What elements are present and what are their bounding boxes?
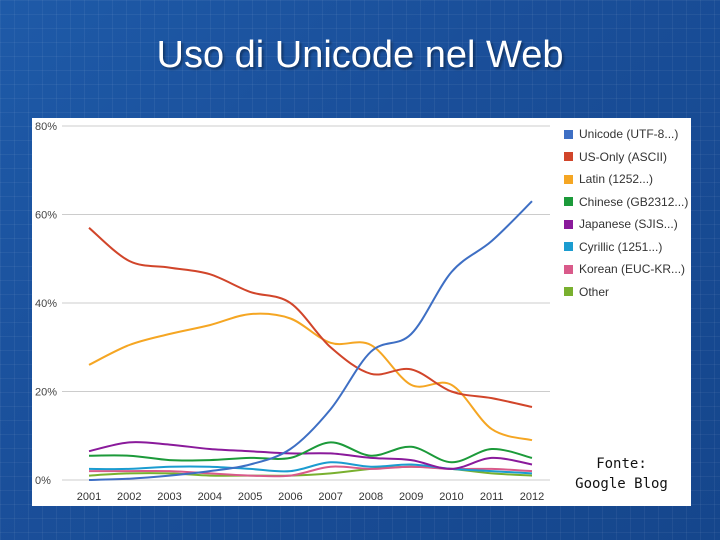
- y-tick-label: 80%: [35, 121, 57, 133]
- x-tick-label: 2002: [117, 491, 141, 503]
- legend-item: Japanese (SJIS...): [564, 213, 689, 236]
- series-line: [88, 200, 533, 481]
- legend-label: Other: [579, 284, 610, 299]
- legend-label: Korean (EUC-KR...): [579, 262, 686, 277]
- series-line: [88, 227, 533, 408]
- source-name: Google Blog: [575, 476, 668, 492]
- legend-swatch: [564, 287, 573, 297]
- line-chart: 0%20%40%60%80% 2001 2002 2003 2004 2005 2006 2…: [35, 121, 550, 503]
- x-tick-label: 2004: [198, 491, 222, 503]
- legend-swatch: [564, 174, 573, 184]
- y-tick-label: 20%: [35, 387, 57, 399]
- legend-item: Other: [564, 281, 689, 304]
- x-tick-label: 2007: [318, 491, 342, 503]
- y-tick-label: 60%: [35, 210, 57, 222]
- series-line: [88, 312, 533, 442]
- x-tick-label: 2001: [77, 491, 101, 503]
- legend-swatch: [564, 197, 573, 207]
- legend-item: US-Only (ASCII): [564, 146, 689, 169]
- legend-label: Latin (1252...): [579, 172, 654, 187]
- source-note: Fonte: Google Blog: [559, 454, 684, 494]
- y-tick-label: 40%: [35, 298, 57, 310]
- x-tick-label: 2009: [399, 491, 423, 503]
- legend-label: Unicode (UTF-8...): [579, 127, 679, 142]
- series-line: [88, 441, 533, 470]
- legend-item: Cyrillic (1251...): [564, 236, 689, 259]
- legend-swatch: [564, 219, 573, 229]
- x-tick-label: 2010: [439, 491, 463, 503]
- legend-swatch: [564, 152, 573, 162]
- legend-label: Cyrillic (1251...): [579, 239, 663, 254]
- x-tick-label: 2011: [480, 491, 504, 503]
- legend-swatch: [564, 264, 573, 274]
- x-tick-label: 2012: [520, 491, 544, 503]
- x-tick-label: 2008: [359, 491, 383, 503]
- legend-label: Chinese (GB2312...): [579, 194, 689, 209]
- x-tick-label: 2003: [157, 491, 181, 503]
- source-label: Fonte:: [596, 456, 647, 472]
- series-line: [88, 441, 533, 464]
- legend-item: Korean (EUC-KR...): [564, 258, 689, 281]
- grid-lines: [62, 125, 550, 481]
- y-tick-label: 0%: [35, 475, 51, 487]
- legend-item: Latin (1252...): [564, 168, 689, 191]
- slide-title: Uso di Unicode nel Web: [156, 34, 564, 76]
- chart-legend: Unicode (UTF-8...) US-Only (ASCII) Latin (…: [564, 123, 689, 303]
- legend-item: Unicode (UTF-8...): [564, 123, 689, 146]
- legend-swatch: [564, 242, 573, 252]
- x-tick-label: 2005: [238, 491, 262, 503]
- x-tick-label: 2006: [278, 491, 302, 503]
- legend-item: Chinese (GB2312...): [564, 191, 689, 214]
- chart-panel: 0% 20% 40% 60% 80% 2001 2002 2003 2004 2005 2006 2…: [32, 118, 691, 506]
- x-axis-ticks: 2001 2002 2003 2004 2005 2006 2007 2008 2009 2010…: [77, 491, 544, 503]
- legend-label: Japanese (SJIS...): [579, 217, 678, 232]
- y-axis-ticks: 0% 20% 40% 60% 80%: [35, 121, 57, 487]
- series-lines: [88, 200, 533, 481]
- legend-swatch: [564, 129, 573, 139]
- legend-label: US-Only (ASCII): [579, 149, 668, 164]
